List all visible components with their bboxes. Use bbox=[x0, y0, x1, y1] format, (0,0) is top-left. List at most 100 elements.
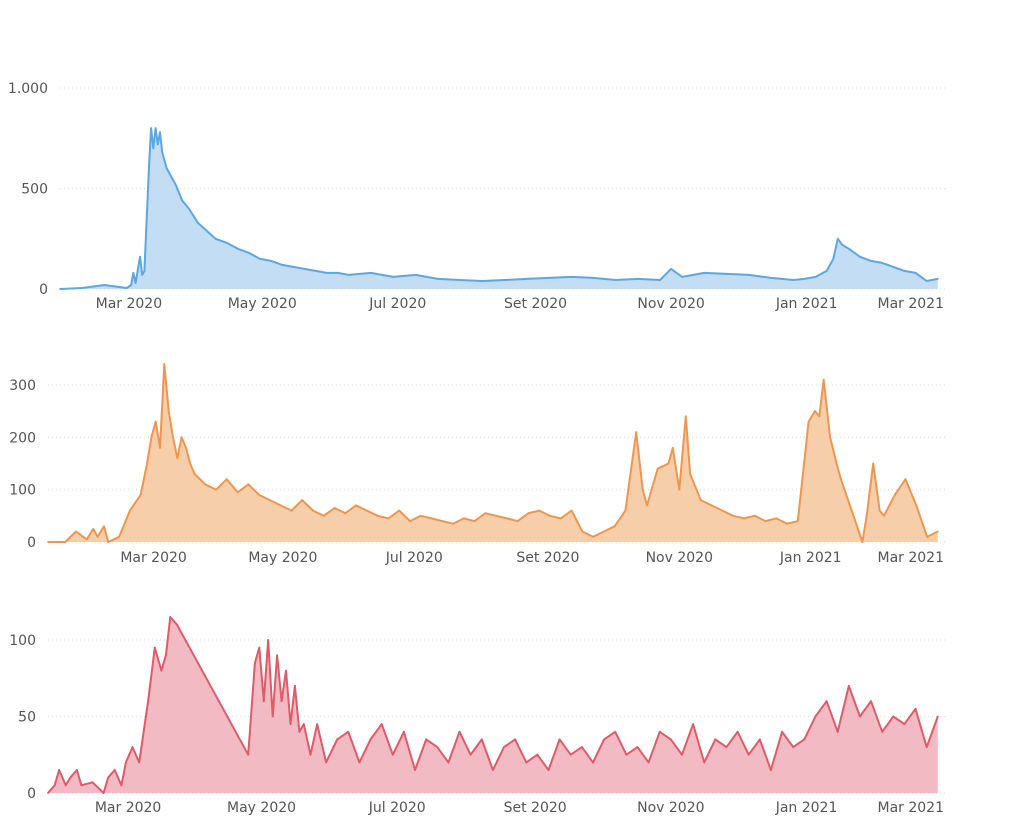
data-point bbox=[425, 738, 428, 741]
data-point bbox=[167, 410, 170, 412]
data-point bbox=[248, 251, 250, 254]
data-point bbox=[150, 436, 153, 439]
data-point bbox=[262, 700, 265, 703]
x-tick-label: Nov 2020 bbox=[646, 550, 713, 566]
data-point bbox=[681, 276, 684, 278]
data-point bbox=[883, 514, 885, 517]
data-point bbox=[120, 784, 123, 787]
data-point bbox=[503, 279, 506, 281]
data-point bbox=[514, 738, 516, 741]
data-point bbox=[312, 509, 314, 512]
data-point bbox=[914, 707, 917, 710]
data-point bbox=[269, 499, 271, 501]
x-tick-label: Set 2020 bbox=[504, 800, 567, 816]
data-point bbox=[495, 514, 498, 517]
data-point bbox=[159, 446, 161, 449]
data-point bbox=[904, 478, 907, 481]
x-tick-label: Jul 2020 bbox=[368, 800, 426, 816]
data-point bbox=[748, 274, 750, 276]
data-point bbox=[376, 514, 379, 517]
data-point bbox=[641, 488, 644, 491]
data-point bbox=[807, 420, 810, 423]
data-point bbox=[569, 753, 572, 756]
data-point bbox=[753, 514, 756, 517]
x-tick-label: May 2020 bbox=[227, 800, 296, 816]
data-point bbox=[671, 446, 674, 449]
data-point bbox=[503, 746, 505, 748]
data-point bbox=[647, 761, 650, 764]
data-point bbox=[703, 761, 706, 764]
data-point bbox=[818, 415, 821, 418]
data-point bbox=[69, 776, 72, 779]
x-tick-label: Mar 2021 bbox=[878, 800, 945, 816]
data-point bbox=[172, 436, 174, 439]
data-point bbox=[259, 258, 261, 260]
data-point bbox=[170, 175, 173, 178]
data-point bbox=[380, 723, 383, 725]
data-point bbox=[825, 700, 828, 703]
data-point bbox=[258, 494, 260, 496]
data-point bbox=[592, 535, 594, 538]
data-point bbox=[459, 279, 461, 281]
data-point bbox=[75, 530, 77, 533]
data-point bbox=[369, 738, 372, 741]
data-point bbox=[276, 654, 278, 657]
data-point bbox=[403, 730, 405, 733]
data-point bbox=[64, 541, 67, 543]
data-point bbox=[624, 509, 627, 512]
data-point bbox=[47, 541, 49, 543]
data-point bbox=[603, 530, 605, 533]
data-point bbox=[214, 237, 217, 240]
data-point bbox=[236, 247, 239, 250]
data-point bbox=[344, 512, 347, 515]
y-tick-label: 200 bbox=[9, 430, 36, 446]
data-point bbox=[160, 669, 163, 672]
data-point bbox=[936, 530, 939, 533]
data-point bbox=[613, 525, 616, 528]
data-point bbox=[850, 509, 853, 512]
data-point bbox=[548, 277, 550, 279]
data-point bbox=[635, 431, 638, 433]
data-point bbox=[370, 272, 372, 274]
data-point bbox=[156, 143, 159, 146]
data-point bbox=[743, 517, 745, 520]
data-point bbox=[736, 730, 739, 733]
data-point bbox=[301, 499, 304, 501]
data-point bbox=[903, 723, 906, 725]
data-point bbox=[770, 769, 772, 771]
data-point bbox=[825, 270, 828, 272]
data-point bbox=[176, 457, 179, 460]
data-point bbox=[143, 270, 146, 272]
x-tick-label: Jan 2021 bbox=[779, 550, 842, 566]
data-point bbox=[176, 623, 178, 626]
data-point bbox=[558, 738, 561, 741]
x-tick-label: Mar 2020 bbox=[95, 800, 162, 816]
data-point bbox=[684, 415, 687, 418]
data-point bbox=[614, 279, 617, 281]
data-point bbox=[53, 784, 56, 787]
data-point bbox=[646, 504, 648, 507]
data-point bbox=[721, 509, 724, 512]
data-point bbox=[636, 278, 639, 280]
data-point bbox=[527, 512, 530, 515]
data-point bbox=[481, 280, 484, 282]
data-point bbox=[174, 183, 177, 186]
data-point bbox=[758, 738, 761, 741]
data-point bbox=[267, 639, 270, 641]
data-point bbox=[436, 746, 439, 748]
data-point bbox=[280, 700, 283, 703]
data-point bbox=[91, 781, 94, 784]
data-point bbox=[366, 509, 368, 512]
data-point bbox=[298, 730, 301, 733]
data-point bbox=[85, 538, 88, 541]
data-point bbox=[161, 151, 164, 154]
y-tick-label: 1.000 bbox=[8, 81, 48, 97]
data-point bbox=[865, 514, 868, 517]
data-point bbox=[458, 730, 461, 733]
data-point bbox=[358, 761, 361, 764]
data-point bbox=[667, 462, 670, 465]
x-tick-label: Mar 2020 bbox=[96, 296, 163, 312]
data-point bbox=[803, 278, 806, 280]
data-point bbox=[725, 746, 728, 748]
